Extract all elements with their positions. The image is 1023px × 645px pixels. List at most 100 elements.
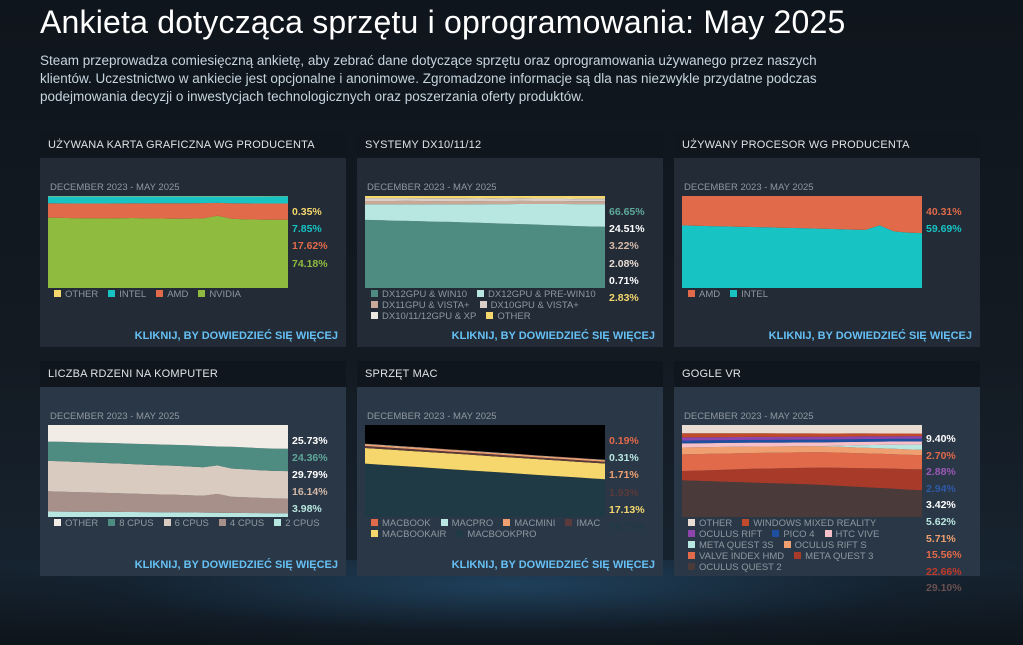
survey-card[interactable]: SPRZĘT MAC DECEMBER 2023 - MAY 2025 0.19% 0…	[357, 361, 663, 576]
chart-legend: OTHER INTEL AMD NVIDIA	[54, 289, 344, 300]
value-label: 7.85%	[292, 223, 322, 236]
survey-card[interactable]: GOGLE VR DECEMBER 2023 - MAY 2025 9.40% 2.7…	[674, 361, 980, 594]
series-area-dx10-11-12gpu-xp	[365, 198, 605, 200]
legend-item: MACBOOKPRO	[456, 529, 537, 540]
legend-item: DX11GPU & VISTA+	[371, 300, 470, 311]
legend-swatch	[688, 519, 695, 526]
legend-label: META QUEST 3	[805, 551, 874, 562]
legend-swatch	[108, 519, 116, 526]
legend-swatch	[477, 290, 484, 297]
learn-more-link[interactable]: KLIKNIJ, BY DOWIEDZIEĆ SIĘ WIĘCEJ	[134, 559, 338, 571]
value-label: 59.69%	[926, 223, 962, 236]
legend-item: OTHER	[486, 311, 531, 322]
series-area-other	[365, 196, 605, 199]
legend-label: 8 CPUS	[119, 518, 154, 529]
legend-item: META QUEST 3S	[688, 540, 774, 551]
series-area-dx12gpu-pre-win10	[365, 204, 605, 227]
legend-swatch	[108, 290, 116, 297]
value-labels: 25.73% 24.36% 29.79% 16.14% 3.98%	[292, 433, 346, 518]
date-range-label: DECEMBER 2023 - MAY 2025	[367, 411, 497, 422]
learn-more-link[interactable]: KLIKNIJ, BY DOWIEDZIEĆ SIĘ WIĘCEJ	[134, 330, 338, 342]
series-area-windows-mixed-reality	[682, 433, 922, 438]
series-area-6-cpus	[48, 460, 288, 499]
card-title: LICZBA RDZENI NA KOMPUTER	[40, 361, 346, 387]
legend-item: INTEL	[730, 289, 768, 300]
card-title: UŻYWANY PROCESOR WG PRODUCENTA	[674, 132, 980, 158]
card-title: GOGLE VR	[674, 361, 980, 387]
series-area-meta-quest-3	[682, 467, 922, 491]
series-area-other	[48, 425, 288, 449]
stacked-area-chart	[365, 196, 605, 288]
series-area-amd	[682, 196, 922, 234]
series-area-dx10gpu-vista-	[365, 198, 605, 202]
legend-swatch	[486, 312, 494, 319]
series-area-intel	[48, 196, 288, 204]
series-area-nvidia	[48, 215, 288, 288]
legend-item: MACMINI	[503, 518, 555, 529]
legend-item: DX12GPU & PRE-WIN10	[477, 289, 596, 300]
series-area-8-cpus	[48, 441, 288, 472]
learn-more-link[interactable]: KLIKNIJ, BY DOWIEDZIEĆ SIĘ WIĘCEJ	[451, 330, 655, 342]
legend-swatch	[456, 530, 464, 537]
legend-swatch	[688, 530, 695, 537]
legend-item: AMD	[156, 289, 188, 300]
value-label: 16.14%	[292, 486, 328, 498]
legend-item: OCULUS RIFT S	[783, 540, 867, 551]
legend-label: 6 CPUS	[174, 518, 209, 529]
survey-card[interactable]: UŻYWANY PROCESOR WG PRODUCENTA DECEMBER 2…	[674, 132, 980, 347]
legend-label: DX12GPU & PRE-WIN10	[488, 289, 596, 300]
date-range-label: DECEMBER 2023 - MAY 2025	[367, 182, 497, 193]
legend-label: MACBOOKPRO	[467, 529, 537, 540]
value-label: 0.31%	[609, 452, 639, 465]
legend-swatch	[440, 519, 448, 526]
stacked-area-chart	[682, 196, 922, 288]
legend-swatch	[688, 552, 695, 559]
value-label: 29.10%	[926, 582, 962, 595]
chart-legend: OTHER WINDOWS MIXED REALITYOCULUS RIFT PIC…	[688, 518, 923, 573]
learn-more-link[interactable]: KLIKNIJ, BY DOWIEDZIEĆ SIĘ WIĘCEJ	[451, 559, 655, 571]
legend-swatch	[688, 541, 695, 548]
legend-label: MACBOOKAIR	[382, 529, 447, 540]
stacked-area-chart	[682, 425, 922, 517]
value-label: 66.65%	[609, 206, 645, 218]
series-area-macmini	[365, 444, 605, 462]
legend-label: NVIDIA	[209, 289, 241, 300]
value-labels: 0.35% 7.85% 17.62% 74.18%	[292, 204, 346, 273]
series-area-dx11gpu-vista-	[365, 200, 605, 205]
legend-label: PICO 4	[783, 529, 815, 540]
legend-label: DX10GPU & VISTA+	[490, 300, 579, 311]
value-label: 2.70%	[926, 449, 956, 462]
date-range-label: DECEMBER 2023 - MAY 2025	[50, 411, 180, 422]
legend-swatch	[274, 519, 282, 526]
legend-item: AMD	[688, 289, 720, 300]
legend-label: MACBOOK	[382, 518, 431, 529]
legend-label: 2 CPUS	[285, 518, 320, 529]
value-label: 22.66%	[926, 565, 962, 578]
legend-label: OTHER	[699, 518, 733, 529]
learn-more-link[interactable]: KLIKNIJ, BY DOWIEDZIEĆ SIĘ WIĘCEJ	[768, 330, 972, 342]
series-area-imac	[365, 446, 605, 464]
legend-label: META QUEST 3S	[699, 540, 774, 551]
value-label: 40.31%	[926, 206, 962, 218]
legend-swatch	[371, 290, 378, 297]
legend-label: WINDOWS MIXED REALITY	[753, 518, 877, 529]
legend-item: INTEL	[108, 289, 146, 300]
legend-label: AMD	[699, 289, 721, 300]
chart-legend: AMD INTEL	[688, 289, 978, 300]
date-range-label: DECEMBER 2023 - MAY 2025	[684, 182, 814, 193]
legend-swatch	[783, 541, 791, 548]
legend-label: INTEL	[119, 289, 147, 300]
page-title: Ankieta dotycząca sprzętu i oprogramowan…	[40, 4, 846, 40]
value-label: 9.40%	[926, 433, 956, 445]
legend-label: DX11GPU & VISTA+	[382, 300, 470, 311]
legend-item: DX10/11/12GPU & XP	[371, 311, 476, 322]
survey-card[interactable]: UŻYWANA KARTA GRAFICZNA WG PRODUCENTA DEC…	[40, 132, 346, 347]
survey-card[interactable]: SYSTEMY DX10/11/12 DECEMBER 2023 - MAY 20…	[357, 132, 663, 347]
value-label: 17.62%	[292, 240, 328, 253]
legend-swatch	[371, 312, 378, 319]
survey-card[interactable]: LICZBA RDZENI NA KOMPUTER DECEMBER 2023 -…	[40, 361, 346, 576]
legend-label: DX12GPU & WIN10	[382, 289, 467, 300]
chart-legend: DX12GPU & WIN10 DX12GPU & PRE-WIN10 DX11GP…	[371, 289, 606, 322]
legend-item: MACBOOKAIR	[371, 529, 446, 540]
legend-item: DX12GPU & WIN10	[371, 289, 467, 300]
